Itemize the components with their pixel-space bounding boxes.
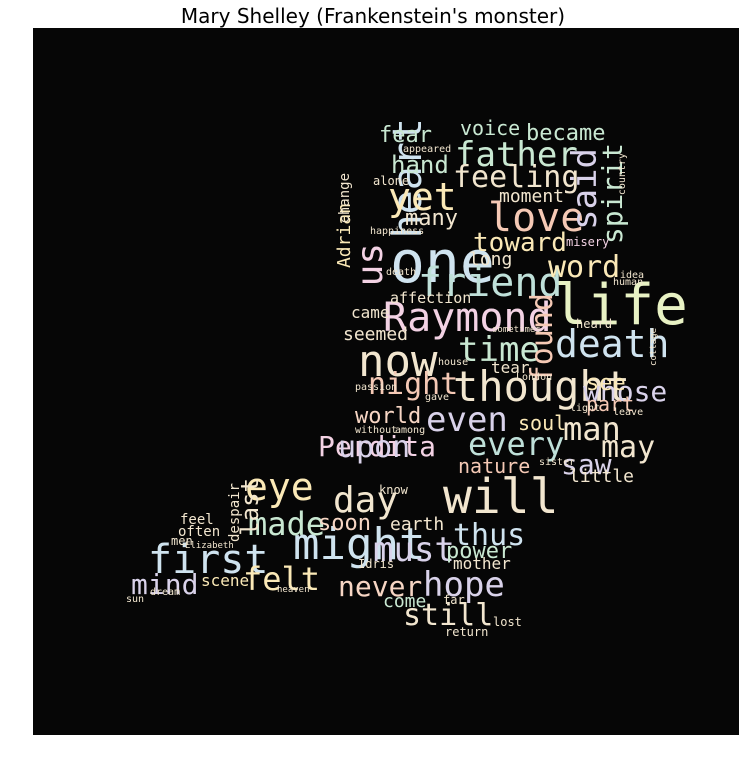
word-cloud-word: may bbox=[601, 430, 656, 465]
word-cloud-word: thus bbox=[453, 518, 526, 553]
word-cloud-word: hope bbox=[423, 565, 505, 605]
word-cloud-word: passion bbox=[355, 382, 398, 393]
word-cloud-word: sister bbox=[539, 457, 576, 468]
word-cloud-word: alone bbox=[373, 174, 410, 188]
word-cloud-word: seemed bbox=[343, 324, 409, 345]
word-cloud-word: house bbox=[438, 357, 469, 368]
word-cloud-word: part bbox=[586, 392, 635, 416]
word-cloud-word: country bbox=[617, 153, 628, 196]
word-cloud-word: made bbox=[248, 505, 326, 543]
word-cloud-word: cottage bbox=[649, 328, 659, 366]
word-cloud-word: Raymond bbox=[383, 295, 552, 341]
word-cloud-word: gave bbox=[425, 392, 450, 403]
word-cloud-word: came bbox=[351, 303, 390, 322]
word-cloud-word: world bbox=[355, 404, 422, 429]
word-cloud-word: appeared bbox=[403, 144, 452, 155]
word-cloud-word: despair bbox=[227, 483, 243, 543]
word-cloud-word: saw bbox=[561, 448, 612, 481]
word-cloud-word: felt bbox=[243, 560, 321, 598]
word-cloud-word: happiness bbox=[370, 226, 425, 237]
word-cloud-word: soon bbox=[318, 511, 371, 536]
word-cloud-word: love bbox=[488, 195, 585, 241]
word-cloud-word: Perdita bbox=[318, 430, 437, 463]
word-cloud-word: come bbox=[383, 591, 427, 612]
word-cloud-word: mother bbox=[453, 554, 511, 573]
word-cloud-word: life bbox=[553, 273, 688, 338]
word-cloud-word: whose bbox=[583, 375, 668, 408]
word-cloud-word: feel bbox=[180, 512, 214, 528]
word-cloud-word: death bbox=[386, 267, 417, 278]
word-cloud-word: tear bbox=[491, 358, 530, 377]
word-cloud-word: nature bbox=[458, 454, 531, 478]
word-cloud-word: upon bbox=[338, 430, 411, 465]
word-cloud-word: London bbox=[516, 372, 553, 383]
word-cloud-word: voice bbox=[460, 116, 521, 140]
word-cloud-word: fear bbox=[379, 123, 432, 148]
word-cloud-canvas: one life will heart might now love thought Raymo… bbox=[33, 28, 739, 735]
word-cloud-word: see bbox=[586, 371, 626, 396]
word-cloud-word: light bbox=[570, 403, 601, 414]
word-cloud-word: still bbox=[403, 598, 494, 633]
word-cloud-word: without bbox=[355, 425, 398, 436]
word-cloud-word: man bbox=[563, 410, 621, 448]
word-cloud-word: dream bbox=[150, 587, 181, 598]
word-cloud-word: power bbox=[446, 539, 513, 564]
word-cloud-word: word bbox=[548, 250, 621, 285]
word-cloud-word: heaven bbox=[277, 585, 310, 595]
word-cloud-word: know bbox=[379, 483, 408, 497]
word-cloud-word: leave bbox=[613, 407, 644, 418]
word-cloud-word: heard bbox=[576, 317, 613, 331]
word-cloud-word: time bbox=[458, 330, 540, 370]
word-cloud-word: now bbox=[358, 336, 438, 387]
word-cloud-word: scene bbox=[201, 571, 250, 590]
word-cloud-word: far bbox=[443, 593, 465, 607]
word-cloud-word: father bbox=[455, 135, 578, 175]
word-cloud-word: little bbox=[569, 466, 635, 487]
word-cloud-word: feeling bbox=[453, 160, 580, 195]
word-cloud-word: yet bbox=[388, 175, 457, 219]
word-cloud-word: mind bbox=[131, 568, 199, 601]
word-cloud-word: will bbox=[443, 469, 559, 525]
figure-title: Mary Shelley (Frankenstein's monster) bbox=[180, 4, 566, 28]
word-cloud-word: even bbox=[426, 400, 508, 440]
word-cloud-word: sometimes bbox=[492, 325, 541, 335]
word-cloud-word: moment bbox=[499, 186, 565, 207]
word-cloud-word: long bbox=[469, 249, 513, 270]
word-cloud-word: first bbox=[148, 537, 269, 583]
word-cloud-word: friend bbox=[418, 260, 563, 306]
word-cloud-word: every bbox=[468, 425, 565, 463]
word-cloud-word: misery bbox=[566, 235, 610, 249]
word-cloud-word: toward bbox=[473, 228, 567, 258]
word-cloud-word: many bbox=[405, 206, 458, 231]
word-cloud-word: eye bbox=[245, 465, 314, 509]
word-cloud-word: day bbox=[333, 480, 399, 521]
word-cloud-word: night bbox=[368, 367, 459, 402]
word-cloud-word: often bbox=[178, 524, 221, 540]
word-cloud-word: sun bbox=[126, 594, 145, 605]
word-cloud-word: might bbox=[293, 519, 426, 570]
word-cloud-word: found bbox=[525, 293, 560, 384]
word-cloud-word: change bbox=[337, 173, 353, 224]
word-cloud-word: soul bbox=[518, 411, 567, 435]
word-cloud-word: death bbox=[555, 322, 670, 366]
word-cloud-word: Idris bbox=[358, 557, 395, 571]
word-cloud-word: lost bbox=[493, 615, 522, 629]
word-cloud-word: among bbox=[395, 425, 426, 436]
word-cloud-word: one bbox=[390, 228, 495, 296]
word-cloud-word: us bbox=[350, 243, 391, 287]
word-cloud-word: idea bbox=[620, 270, 645, 281]
word-cloud-word: Elizabeth bbox=[185, 541, 234, 551]
word-cloud-word: must bbox=[373, 530, 455, 570]
word-cloud-word: human bbox=[613, 277, 644, 288]
word-cloud-word: affection bbox=[390, 289, 472, 307]
word-cloud-word: hand bbox=[391, 151, 449, 179]
word-cloud-word: became bbox=[526, 121, 606, 146]
word-cloud-word: never bbox=[338, 570, 423, 603]
word-cloud-word: men bbox=[171, 534, 193, 548]
word-cloud-word: thought bbox=[453, 362, 631, 411]
word-cloud-word: return bbox=[445, 625, 489, 639]
word-cloud-word: earth bbox=[390, 514, 445, 535]
